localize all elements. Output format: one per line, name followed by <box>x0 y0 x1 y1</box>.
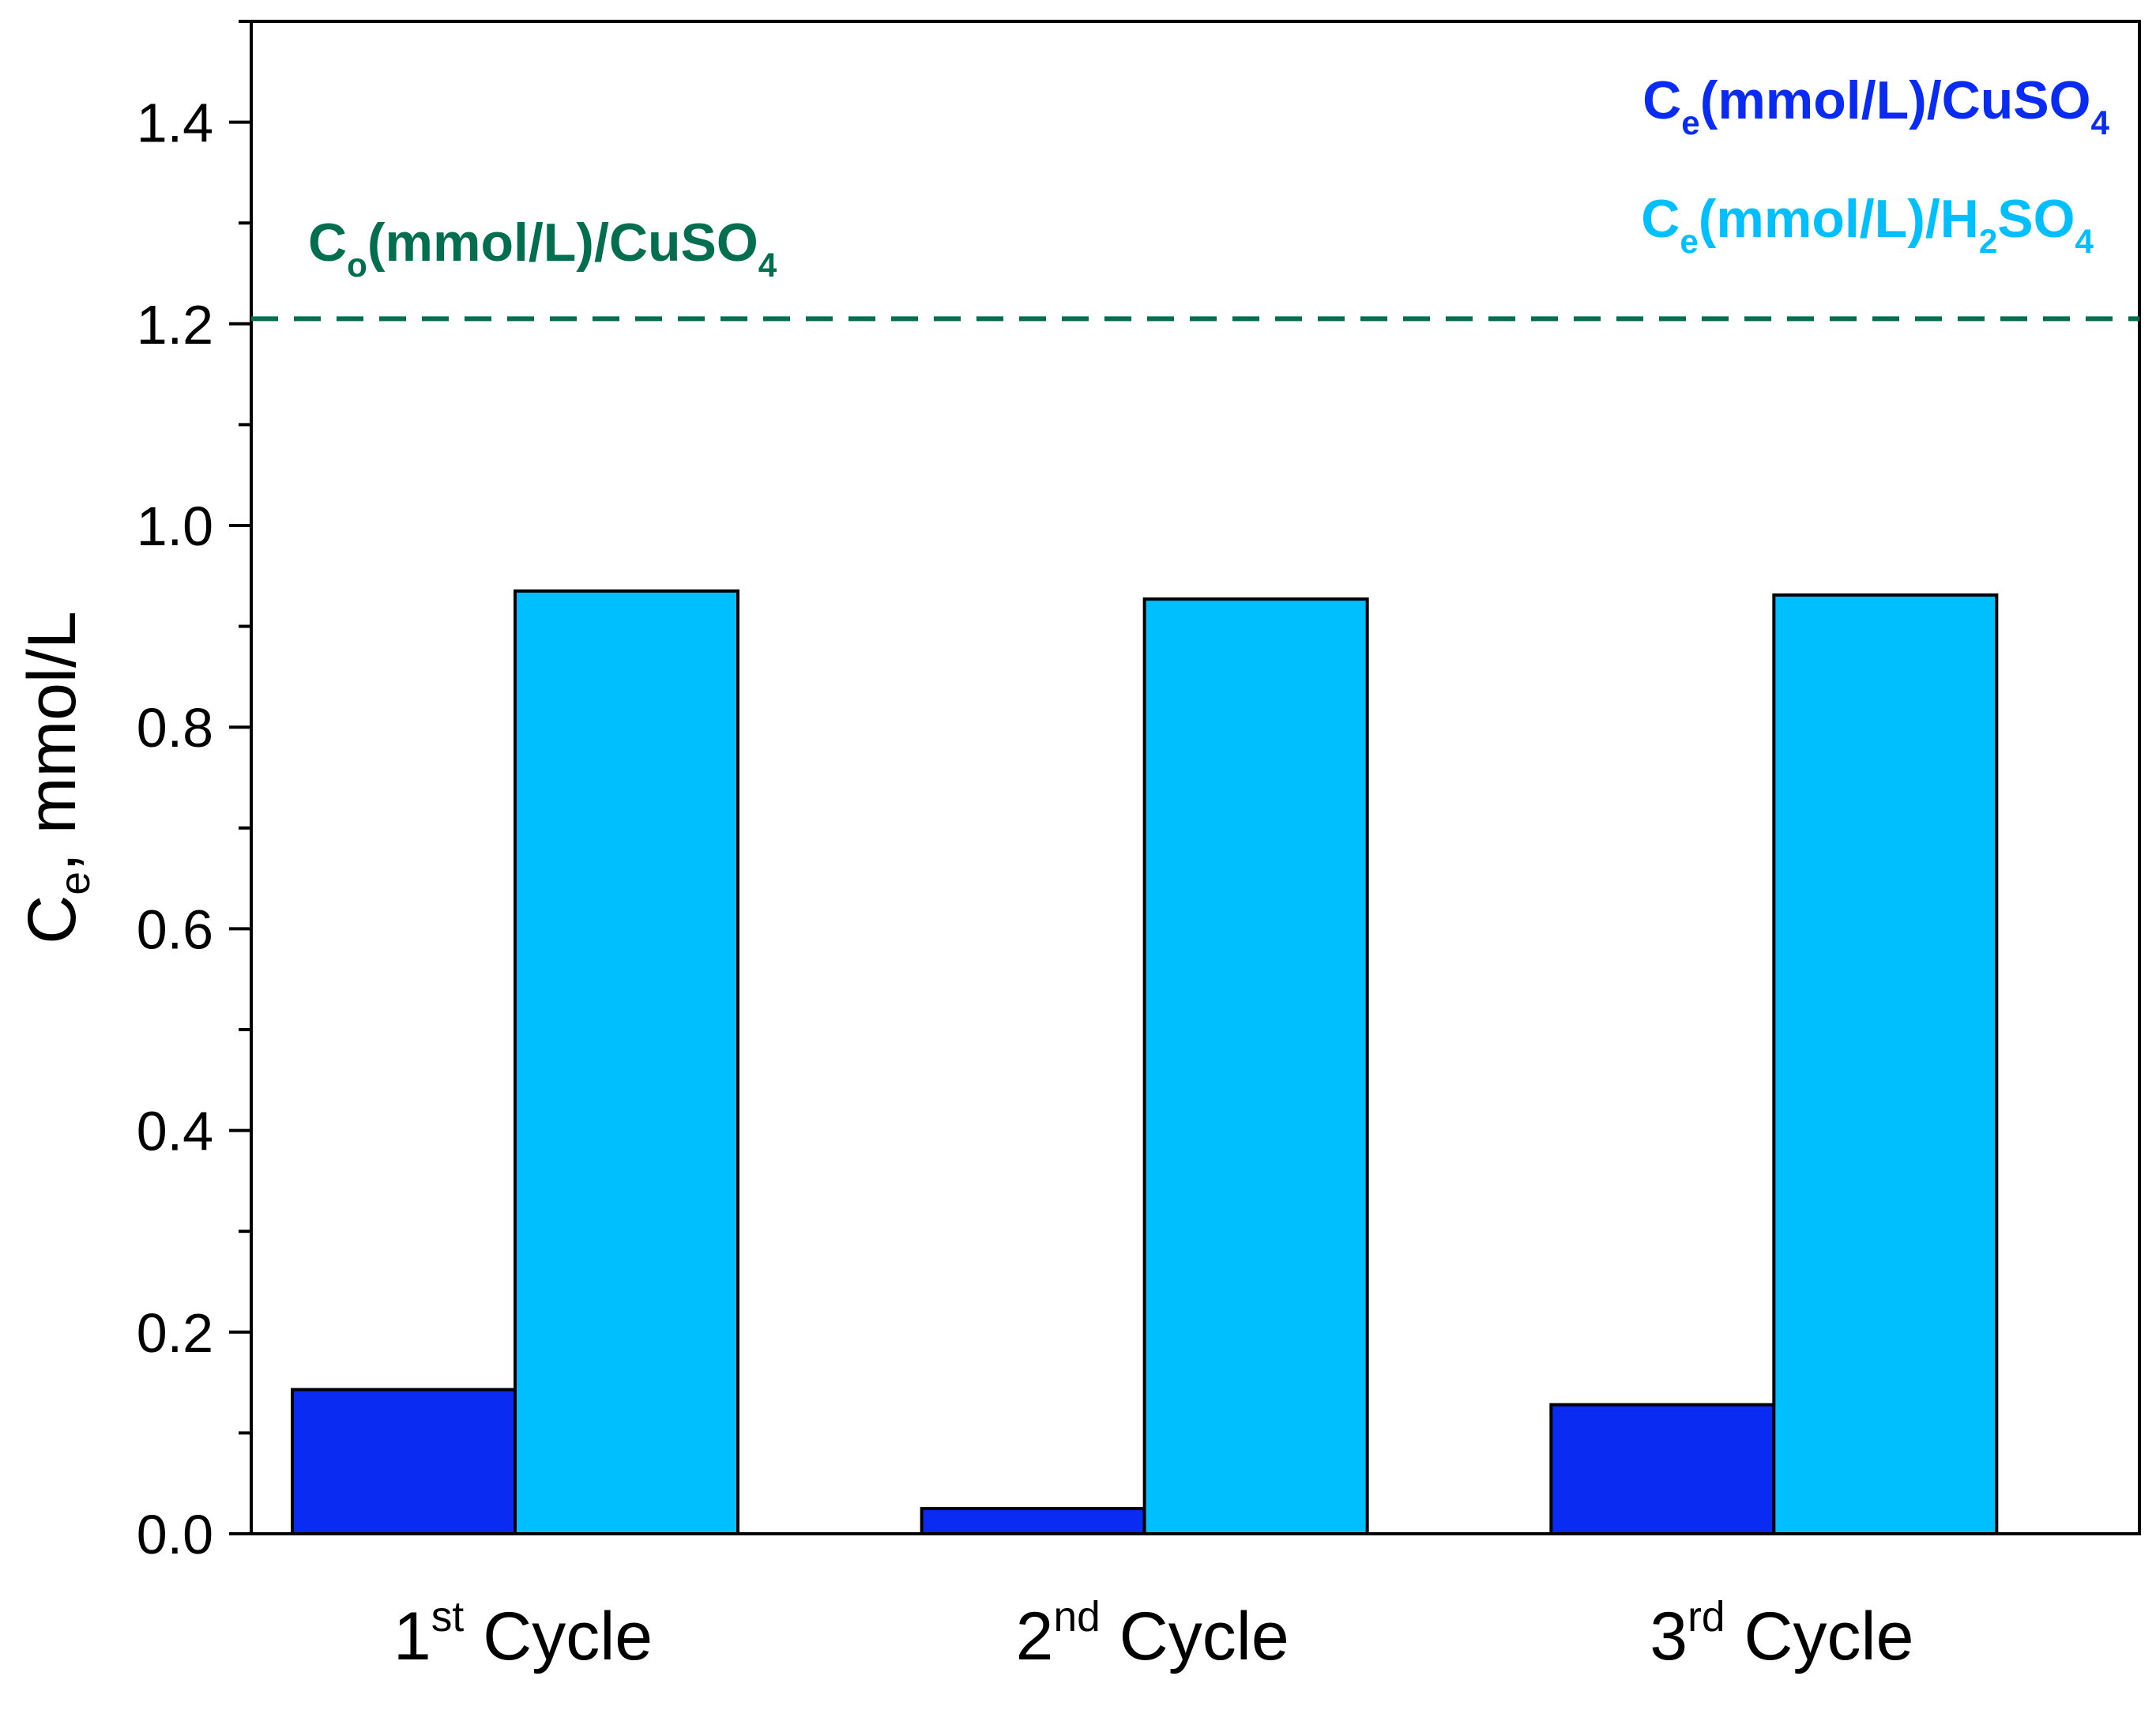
bar-series-2-cycle-3 <box>1772 593 1999 1536</box>
y-tick-label: 0.2 <box>137 1302 213 1364</box>
legend-entry-h2so4: Ce(mmol/L)/H2SO4 <box>1641 189 2094 260</box>
y-tick-label: 1.2 <box>137 294 213 356</box>
y-tick-label: 0.6 <box>137 898 213 960</box>
bar-series-1-cycle-2 <box>920 1507 1146 1535</box>
x-tick-label-cycle-3: 3rd Cycle <box>1650 1594 1913 1674</box>
y-tick-label: 0.8 <box>137 697 213 759</box>
y-tick-label: 1.0 <box>137 495 213 557</box>
bar-series-1-cycle-3 <box>1549 1403 1776 1535</box>
x-tick-label-cycle-2: 2nd Cycle <box>1016 1594 1289 1674</box>
bar-series-2-cycle-2 <box>1142 597 1369 1536</box>
chart-marks: 0.0 0.2 0.4 0.6 0.8 1.0 1.2 1.4 <box>137 20 2139 1565</box>
reference-line-label: Co(mmol/L)/CuSO4 <box>308 213 777 284</box>
y-tick-label: 0.4 <box>137 1101 213 1162</box>
y-axis-title: Ce, mmol/L <box>14 611 99 944</box>
legend-entry-cuso4: Ce(mmol/L)/CuSO4 <box>1642 70 2109 141</box>
y-tick-label: 1.4 <box>137 92 213 154</box>
x-tick-label-cycle-1: 1st Cycle <box>393 1594 653 1674</box>
bar-series-1-cycle-1 <box>291 1388 517 1535</box>
bar-series-2-cycle-1 <box>514 589 739 1536</box>
y-tick-label: 0.0 <box>137 1504 213 1565</box>
